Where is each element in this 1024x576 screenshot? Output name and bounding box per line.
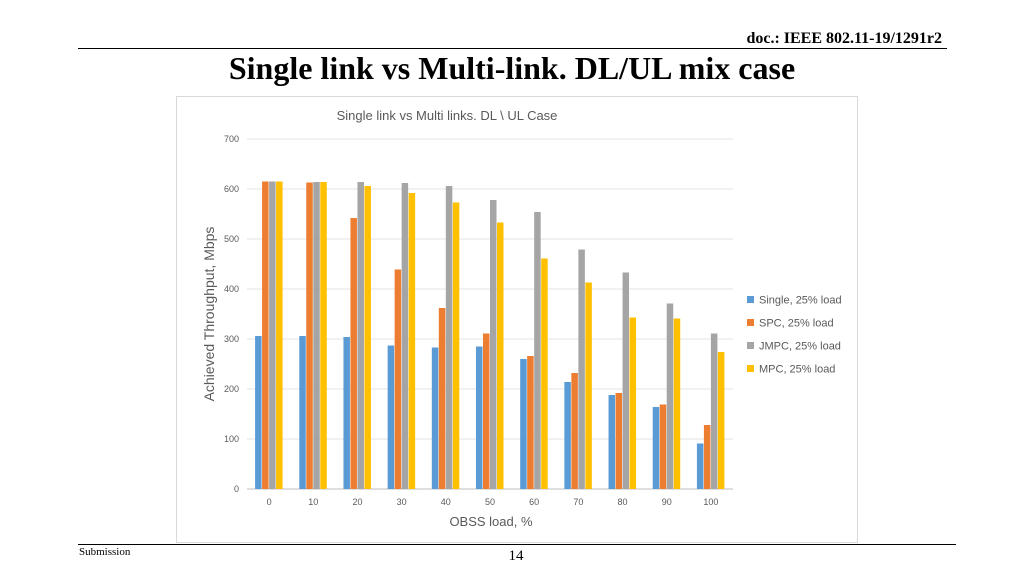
bar: [703, 425, 711, 489]
bar: [571, 373, 578, 489]
y-tick-label: 400: [224, 284, 239, 294]
x-tick-label: 90: [662, 497, 672, 507]
legend-label: Single, 25% load: [759, 295, 842, 307]
bar: [343, 337, 350, 489]
bar: [262, 181, 269, 489]
bar: [276, 181, 283, 489]
header-divider: [78, 48, 947, 49]
y-tick-label: 600: [224, 184, 239, 194]
x-tick-label: 20: [352, 497, 362, 507]
chart-container: Single link vs Multi links. DL \ UL Case…: [176, 96, 858, 543]
bar: [490, 200, 497, 489]
bar: [394, 269, 402, 489]
legend: Single, 25% load SPC, 25% load JMPC, 25% l…: [747, 295, 842, 376]
bar: [710, 333, 718, 489]
bar: [541, 258, 548, 489]
y-tick-label: 300: [224, 334, 239, 344]
bar: [629, 317, 637, 489]
bar: [534, 212, 541, 489]
bar: [564, 382, 571, 489]
bar: [497, 222, 504, 489]
bar: [452, 202, 460, 489]
bar: [527, 356, 534, 489]
bar: [255, 336, 262, 489]
legend-label: SPC, 25% load: [759, 318, 834, 330]
bar: [306, 182, 313, 489]
bar: [269, 181, 276, 489]
bar: [408, 193, 416, 489]
legend-swatch: [747, 342, 754, 349]
bar: [476, 346, 483, 489]
bars: [255, 181, 725, 489]
x-tick-label: 70: [573, 497, 583, 507]
legend-label: JMPC, 25% load: [759, 341, 841, 353]
legend-label: MPC, 25% load: [759, 364, 835, 376]
page-number: 14: [508, 548, 524, 564]
document-id: doc.: IEEE 802.11-19/1291r2: [746, 30, 942, 47]
legend-swatch: [747, 365, 754, 372]
x-tick-label: 60: [529, 497, 539, 507]
bar: [585, 282, 592, 489]
bar-chart: Single link vs Multi links. DL \ UL Case…: [201, 108, 842, 529]
bar: [696, 443, 704, 489]
slide-title: Single link vs Multi-link. DL/UL mix cas…: [228, 50, 796, 86]
bar: [666, 303, 674, 489]
bar: [401, 183, 409, 489]
bar: [357, 182, 364, 489]
bar: [438, 308, 446, 489]
bar: [350, 218, 357, 489]
bar: [673, 318, 681, 489]
bar: [608, 395, 616, 489]
bar: [320, 182, 327, 489]
footer-divider: [78, 544, 956, 545]
bar: [652, 407, 660, 489]
bar: [520, 359, 527, 489]
bar: [615, 393, 623, 489]
y-tick-label: 500: [224, 234, 239, 244]
bar: [622, 272, 630, 489]
bar: [313, 182, 320, 489]
bar: [364, 186, 371, 489]
footer-submission: Submission: [79, 546, 131, 558]
bar: [445, 186, 453, 489]
bar: [659, 404, 667, 489]
x-tick-label: 40: [441, 497, 451, 507]
y-tick-label: 100: [224, 434, 239, 444]
bar: [387, 345, 395, 489]
y-tick-label: 0: [234, 484, 239, 494]
bar: [578, 249, 585, 489]
x-tick-label: 30: [397, 497, 407, 507]
bar: [483, 333, 490, 489]
bar: [431, 347, 439, 489]
legend-swatch: [747, 319, 754, 326]
x-axis-label: OBSS load, %: [449, 514, 533, 529]
y-tick-label: 200: [224, 384, 239, 394]
chart-title: Single link vs Multi links. DL \ UL Case: [337, 108, 558, 123]
bar: [299, 336, 306, 489]
x-tick-label: 50: [485, 497, 495, 507]
bar: [717, 352, 725, 489]
y-axis-label: Achieved Throughput, Mbps: [201, 227, 217, 402]
x-tick-label: 10: [308, 497, 318, 507]
y-axis-ticks: 0 100 200 300 400 500 600 700: [224, 134, 239, 494]
x-tick-label: 100: [703, 497, 718, 507]
legend-swatch: [747, 296, 754, 303]
x-tick-label: 80: [618, 497, 628, 507]
x-axis-ticks: 0 10 20 30 40 50 60 70 80 90 100: [267, 497, 719, 507]
y-tick-label: 700: [224, 134, 239, 144]
x-tick-label: 0: [267, 497, 272, 507]
